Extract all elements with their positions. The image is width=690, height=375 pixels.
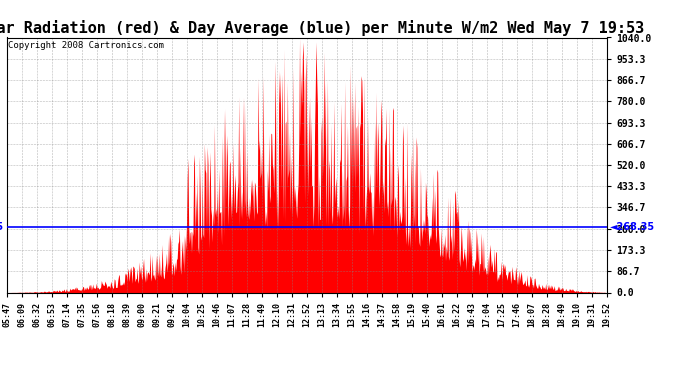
Title: Solar Radiation (red) & Day Average (blue) per Minute W/m2 Wed May 7 19:53: Solar Radiation (red) & Day Average (blu… <box>0 20 644 36</box>
Text: ◄268.35: ◄268.35 <box>610 222 655 232</box>
Text: ►268.35: ►268.35 <box>0 222 4 232</box>
Text: Copyright 2008 Cartronics.com: Copyright 2008 Cartronics.com <box>8 41 164 50</box>
